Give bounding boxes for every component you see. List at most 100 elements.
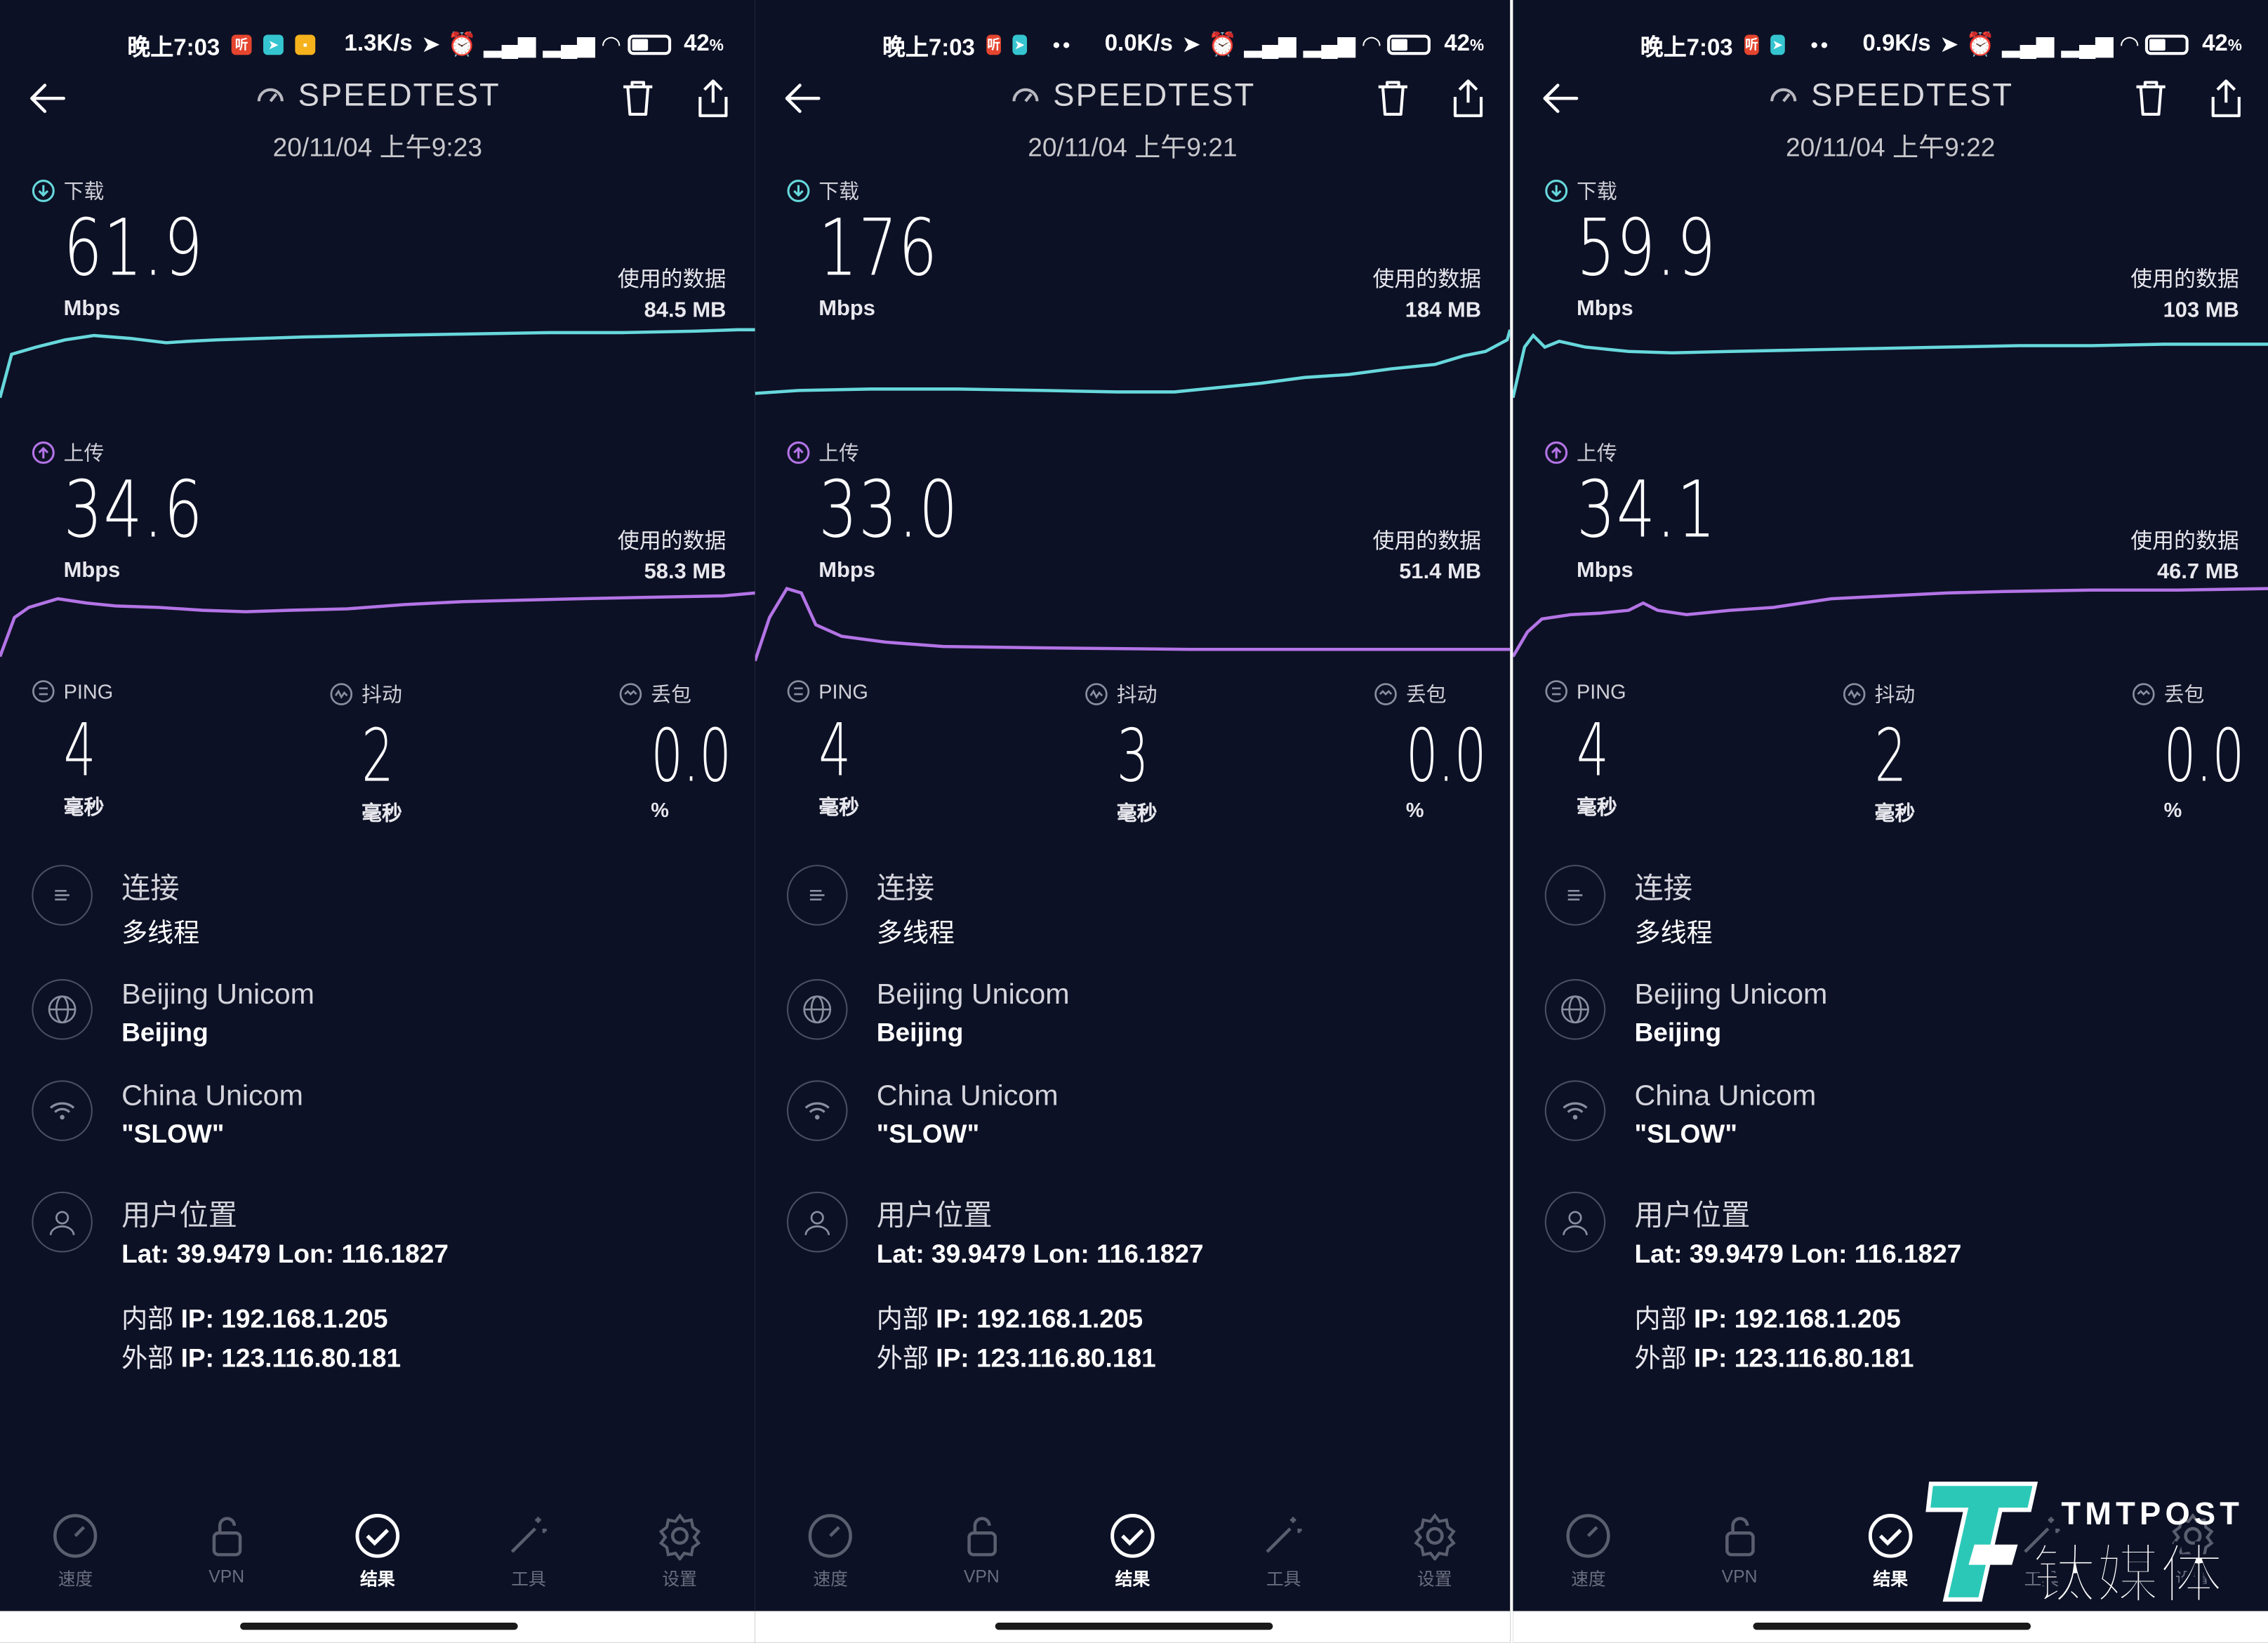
app-notification-icon: 听 — [1744, 34, 1759, 55]
user-icon — [32, 1191, 93, 1253]
ping-icon — [787, 680, 810, 703]
test-datetime: 20/11/04 上午9:21 — [1028, 133, 1238, 162]
speedtest-result-panel-3: 晚上7:03 听 ➤ •• 0.9K/s ➤ ⏰ ▂▄▆ ▂▄▆ ◠ 42% S… — [1513, 0, 2268, 1643]
check-circle-icon — [355, 1514, 400, 1558]
tab-tools[interactable]: 工具 — [453, 1511, 604, 1605]
isp-rating: "SLOW" — [876, 1119, 980, 1149]
download-unit: Mbps — [63, 296, 121, 321]
ping-unit: 毫秒 — [63, 795, 105, 819]
download-icon — [1545, 180, 1568, 202]
server-name: Beijing Unicom — [121, 979, 314, 1011]
signal-icon: ▂▄▆ — [1244, 33, 1297, 58]
tab-vpn[interactable]: VPN — [151, 1511, 302, 1605]
speedometer-icon — [1770, 88, 1797, 102]
location-title: 用户位置 — [1634, 1200, 1751, 1232]
location-arrow-icon: ➤ — [1181, 33, 1201, 58]
share-icon[interactable] — [694, 77, 732, 120]
network-speed: 0.0K/s — [1104, 32, 1173, 57]
share-icon[interactable] — [1450, 77, 1487, 120]
download-label: 下载 — [1545, 176, 1617, 205]
share-icon[interactable] — [2207, 77, 2245, 120]
status-time: 晚上7:03 — [1640, 36, 1733, 61]
tab-settings[interactable]: 设置 — [604, 1511, 755, 1605]
server-info: Beijing Unicom Beijing — [1544, 979, 1828, 1049]
jitter-label: 抖动 — [1085, 679, 1162, 708]
tab-tools[interactable]: 工具 — [1966, 1511, 2117, 1605]
wifi-icon: ◠ — [1362, 33, 1381, 58]
back-arrow-icon[interactable] — [1539, 77, 1582, 120]
tab-settings[interactable]: 设置 — [2117, 1511, 2268, 1605]
upload-label: 上传 — [787, 438, 859, 467]
battery-percent: 42% — [2202, 32, 2242, 57]
location-info: 用户位置 Lat: 39.9479 Lon: 116.1827 — [1544, 1191, 1961, 1270]
tab-settings[interactable]: 设置 — [1359, 1511, 1510, 1605]
packet-loss-icon — [619, 683, 642, 705]
app-notification-icon: 听 — [986, 34, 1001, 55]
tab-results[interactable]: 结果 — [1815, 1511, 1966, 1605]
tab-speed[interactable]: 速度 — [0, 1511, 151, 1605]
location-arrow-icon: ➤ — [420, 33, 441, 58]
gear-icon — [2171, 1513, 2214, 1561]
server-name: Beijing Unicom — [1634, 979, 1828, 1011]
lock-icon — [967, 1517, 997, 1557]
bottom-tab-bar: 速度 VPN 结果 工具 设置 — [755, 1511, 1511, 1605]
internal-ip: 内部 IP: 192.168.1.205 — [1634, 1304, 1901, 1333]
test-datetime: 20/11/04 上午9:22 — [1786, 133, 1996, 162]
jitter-metric: 抖动 2 毫秒 — [330, 679, 408, 827]
ping-icon — [1545, 680, 1567, 703]
tab-tools[interactable]: 工具 — [1208, 1511, 1359, 1605]
signal-icon: ▂▄▆ — [543, 33, 595, 58]
server-location: Beijing — [121, 1018, 208, 1047]
tab-results[interactable]: 结果 — [302, 1511, 453, 1605]
tab-results[interactable]: 结果 — [1057, 1511, 1208, 1605]
packet-loss-icon — [2133, 683, 2155, 705]
trash-icon[interactable] — [2132, 77, 2170, 120]
ping-value: 4 — [818, 708, 851, 793]
home-indicator-bar — [1513, 1611, 2268, 1643]
isp-name: China Unicom — [121, 1080, 303, 1112]
back-arrow-icon[interactable] — [26, 77, 69, 120]
speedometer-icon — [1012, 88, 1039, 102]
tab-speed[interactable]: 速度 — [1513, 1511, 1664, 1605]
network-speed: 1.3K/s — [344, 32, 413, 57]
status-icons: ➤ ⏰ ▂▄▆ ▂▄▆ ◠ 42% — [1181, 30, 1484, 59]
packet-loss-unit: % — [2163, 798, 2182, 822]
connection-value: 多线程 — [1634, 918, 1713, 947]
status-time: 晚上7:03 — [127, 36, 220, 61]
upload-label: 上传 — [1545, 438, 1617, 467]
upload-unit: Mbps — [63, 558, 121, 583]
upload-speed: 33.0 — [818, 464, 959, 556]
jitter-value: 3 — [1116, 714, 1149, 799]
home-indicator[interactable] — [995, 1622, 1273, 1630]
upload-unit: Mbps — [818, 558, 876, 583]
tab-vpn[interactable]: VPN — [1664, 1511, 1815, 1605]
isp-rating: "SLOW" — [1634, 1119, 1737, 1149]
jitter-value: 2 — [1874, 714, 1907, 799]
packet-loss-metric: 丢包 0.0 % — [619, 679, 755, 821]
jitter-icon — [1843, 683, 1866, 705]
alarm-icon: ⏰ — [1208, 33, 1238, 58]
back-arrow-icon[interactable] — [781, 77, 825, 120]
tab-speed[interactable]: 速度 — [755, 1511, 906, 1605]
download-icon — [787, 180, 810, 202]
home-indicator[interactable] — [240, 1622, 518, 1630]
home-indicator-bar — [755, 1611, 1511, 1643]
location-title: 用户位置 — [876, 1200, 993, 1232]
upload-speed: 34.6 — [63, 464, 204, 556]
packet-loss-value: 0.0 — [1405, 714, 1487, 799]
wifi-icon — [32, 1080, 93, 1141]
home-indicator[interactable] — [1753, 1622, 2031, 1630]
connection-title: 连接 — [1634, 873, 1692, 905]
speedtest-result-panel-1: 晚上7:03 听 ➤ ▪ 1.3K/s ➤ ⏰ ▂▄▆ ▂▄▆ ◠ 42% SP… — [0, 0, 755, 1643]
trash-icon[interactable] — [619, 77, 657, 120]
download-icon — [32, 180, 55, 202]
tab-vpn[interactable]: VPN — [906, 1511, 1057, 1605]
isp-rating: "SLOW" — [121, 1119, 225, 1149]
status-icons: ➤ ⏰ ▂▄▆ ▂▄▆ ◠ 42% — [421, 30, 724, 59]
location-info: 用户位置 Lat: 39.9479 Lon: 116.1827 — [32, 1191, 449, 1270]
trash-icon[interactable] — [1374, 77, 1412, 120]
download-label: 下载 — [32, 176, 104, 205]
packet-loss-label: 丢包 — [1374, 679, 1511, 708]
connections-icon — [32, 865, 93, 926]
download-unit: Mbps — [818, 296, 876, 321]
